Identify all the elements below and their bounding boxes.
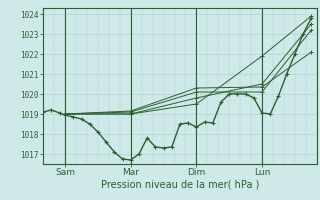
X-axis label: Pression niveau de la mer( hPa ): Pression niveau de la mer( hPa ) bbox=[101, 180, 259, 190]
